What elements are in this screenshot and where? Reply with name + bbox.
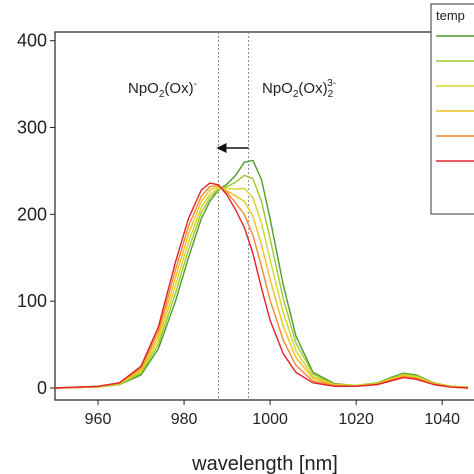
legend-box bbox=[430, 3, 474, 215]
annotation: NpO2(Ox)- bbox=[128, 79, 197, 100]
x-tick-label: 980 bbox=[171, 411, 198, 428]
series-line bbox=[55, 184, 469, 389]
annotation-part: (Ox) bbox=[164, 80, 193, 97]
y-tick-label: 400 bbox=[17, 31, 47, 51]
annotation-part: 2 bbox=[159, 89, 165, 100]
x-tick-label: 960 bbox=[85, 411, 112, 428]
arrow-head bbox=[216, 143, 227, 153]
annotation-part: 2 bbox=[328, 89, 334, 100]
annotation-part: - bbox=[194, 79, 197, 90]
x-tick-label: 1000 bbox=[252, 411, 288, 428]
series-line bbox=[55, 159, 469, 389]
legend-title: temp bbox=[436, 8, 465, 23]
x-tick-label: 1020 bbox=[338, 411, 374, 428]
annotation-part: 2 bbox=[293, 89, 299, 100]
x-tick-label: 1040 bbox=[424, 411, 460, 428]
annotation: NpO2(Ox)23- bbox=[262, 78, 336, 100]
y-tick-label: 300 bbox=[17, 118, 47, 138]
series-line bbox=[55, 174, 469, 389]
series-line bbox=[55, 182, 469, 389]
annotation-part: NpO bbox=[128, 80, 159, 97]
y-tick-label: 0 bbox=[37, 378, 47, 398]
x-axis-label: wavelength [nm] bbox=[191, 453, 338, 474]
y-tick-label: 200 bbox=[17, 204, 47, 224]
plot-area bbox=[55, 32, 469, 400]
annotation-part: 3- bbox=[327, 78, 336, 89]
annotation-part: NpO bbox=[262, 80, 293, 97]
series-line bbox=[55, 185, 469, 389]
y-tick-label: 100 bbox=[17, 291, 47, 311]
annotation-part: (Ox) bbox=[298, 80, 327, 97]
